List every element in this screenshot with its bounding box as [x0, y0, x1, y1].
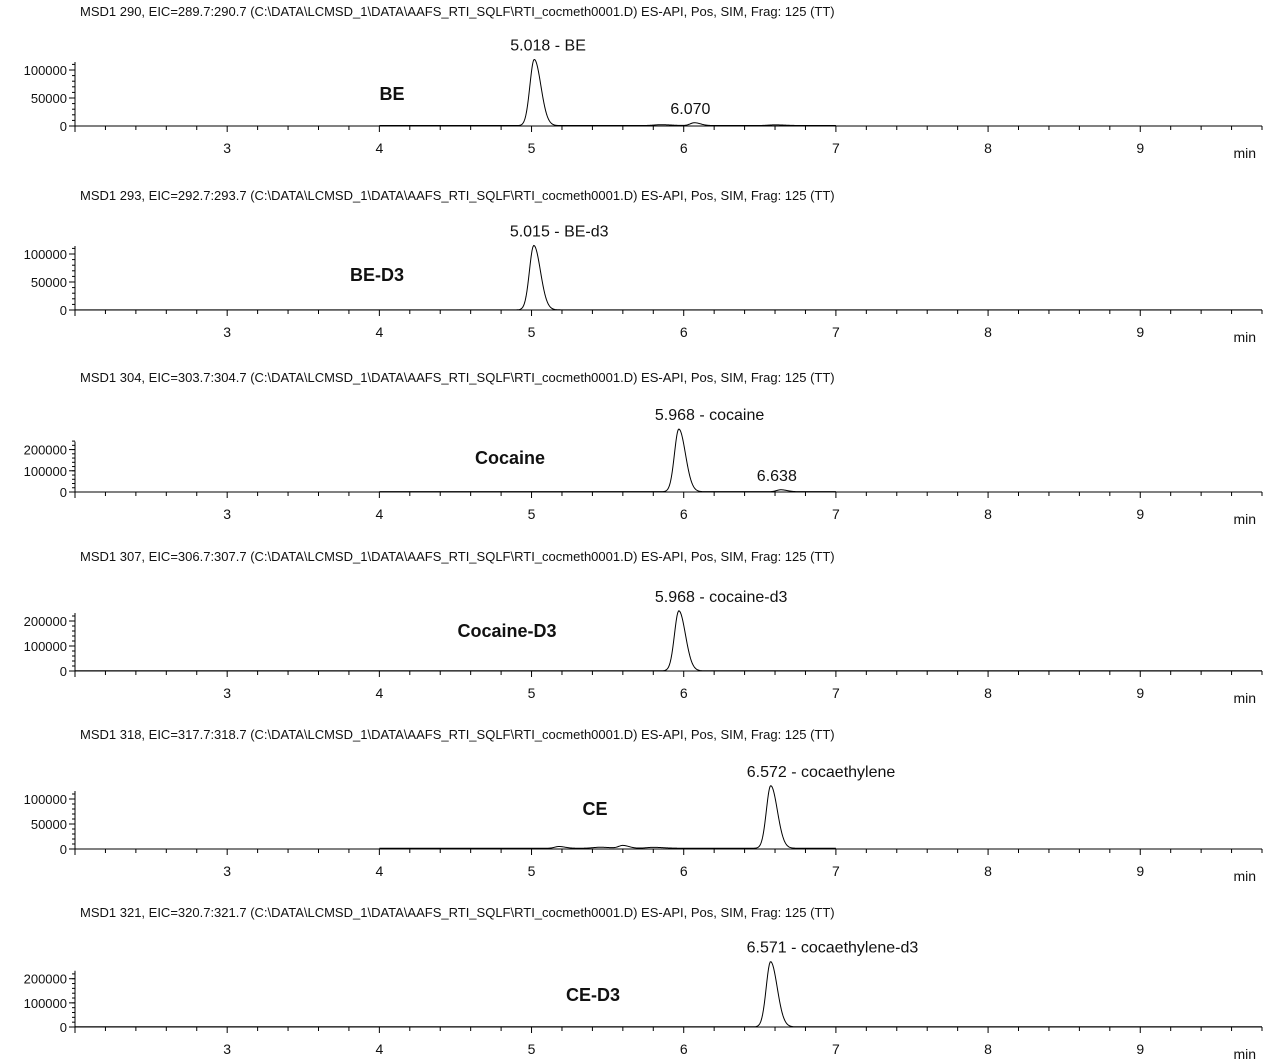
y-tick-label: 50000 — [31, 275, 67, 290]
x-tick-label: 8 — [984, 506, 992, 522]
x-unit-label: min — [1233, 868, 1256, 884]
peak-label: 6.070 — [670, 101, 710, 118]
signal-trace — [75, 961, 1262, 1028]
x-unit-label: min — [1233, 690, 1256, 706]
x-tick-label: 9 — [1136, 140, 1144, 156]
x-tick-label: 6 — [680, 324, 688, 340]
compound-label: BE-D3 — [350, 265, 404, 285]
signal-trace — [75, 244, 1262, 311]
signal-trace — [379, 428, 836, 493]
y-tick-label: 100000 — [24, 464, 67, 479]
x-tick-label: 9 — [1136, 324, 1144, 340]
y-tick-label: 0 — [60, 1020, 67, 1035]
x-tick-label: 6 — [680, 1041, 688, 1057]
compound-label: BE — [379, 84, 404, 104]
y-tick-label: 50000 — [31, 91, 67, 106]
x-tick-label: 4 — [375, 1041, 383, 1057]
peak-label: 5.015 - BE-d3 — [510, 223, 609, 240]
x-tick-label: 6 — [680, 685, 688, 701]
x-tick-label: 5 — [528, 140, 536, 156]
x-tick-label: 7 — [832, 863, 840, 879]
x-tick-label: 4 — [375, 506, 383, 522]
y-tick-label: 0 — [60, 303, 67, 318]
signal-trace — [379, 785, 836, 849]
x-tick-label: 8 — [984, 1041, 992, 1057]
x-unit-label: min — [1233, 1046, 1256, 1062]
x-tick-label: 5 — [528, 1041, 536, 1057]
x-tick-label: 4 — [375, 140, 383, 156]
y-tick-label: 0 — [60, 119, 67, 134]
x-tick-label: 5 — [528, 685, 536, 701]
y-tick-label: 100000 — [24, 247, 67, 262]
peak-label: 6.638 — [757, 468, 797, 485]
signal-trace — [75, 610, 1262, 672]
x-tick-label: 3 — [223, 324, 231, 340]
x-tick-label: 3 — [223, 140, 231, 156]
x-tick-label: 5 — [528, 324, 536, 340]
x-tick-label: 6 — [680, 506, 688, 522]
compound-label: CE — [582, 799, 607, 819]
y-tick-label: 0 — [60, 485, 67, 500]
y-tick-label: 50000 — [31, 817, 67, 832]
x-tick-label: 8 — [984, 140, 992, 156]
x-tick-label: 7 — [832, 1041, 840, 1057]
panel-header: MSD1 293, EIC=292.7:293.7 (C:\DATA\LCMSD… — [80, 188, 835, 203]
x-tick-label: 7 — [832, 140, 840, 156]
y-tick-label: 200000 — [24, 614, 67, 629]
panel-header: MSD1 318, EIC=317.7:318.7 (C:\DATA\LCMSD… — [80, 727, 835, 742]
x-tick-label: 9 — [1136, 863, 1144, 879]
x-tick-label: 6 — [680, 863, 688, 879]
panel-header: MSD1 307, EIC=306.7:307.7 (C:\DATA\LCMSD… — [80, 549, 835, 564]
x-unit-label: min — [1233, 511, 1256, 527]
peak-label: 5.968 - cocaine-d3 — [655, 589, 788, 606]
x-tick-label: 4 — [375, 685, 383, 701]
compound-label: CE-D3 — [566, 985, 620, 1005]
y-tick-label: 200000 — [24, 443, 67, 458]
compound-label: Cocaine — [475, 448, 545, 468]
x-tick-label: 9 — [1136, 506, 1144, 522]
x-tick-label: 7 — [832, 324, 840, 340]
chromatogram-panel: MSD1 290, EIC=289.7:290.7 (C:\DATA\LCMSD… — [24, 4, 1263, 161]
x-tick-label: 7 — [832, 506, 840, 522]
y-tick-label: 0 — [60, 842, 67, 857]
panel-header: MSD1 321, EIC=320.7:321.7 (C:\DATA\LCMSD… — [80, 905, 835, 920]
chromatogram-panel: MSD1 293, EIC=292.7:293.7 (C:\DATA\LCMSD… — [24, 188, 1263, 345]
x-unit-label: min — [1233, 329, 1256, 345]
x-tick-label: 8 — [984, 863, 992, 879]
x-tick-label: 8 — [984, 685, 992, 701]
x-unit-label: min — [1233, 145, 1256, 161]
chromatogram-panel: MSD1 321, EIC=320.7:321.7 (C:\DATA\LCMSD… — [24, 905, 1263, 1062]
signal-trace — [379, 58, 836, 127]
y-tick-label: 200000 — [24, 972, 67, 987]
y-tick-label: 100000 — [24, 996, 67, 1011]
panel-header: MSD1 290, EIC=289.7:290.7 (C:\DATA\LCMSD… — [80, 4, 835, 19]
panel-header: MSD1 304, EIC=303.7:304.7 (C:\DATA\LCMSD… — [80, 370, 835, 385]
peak-label: 6.572 - cocaethylene — [747, 764, 896, 781]
chromatogram-panel: MSD1 318, EIC=317.7:318.7 (C:\DATA\LCMSD… — [24, 727, 1263, 884]
peak-label: 5.968 - cocaine — [655, 407, 765, 424]
y-tick-label: 100000 — [24, 63, 67, 78]
x-tick-label: 3 — [223, 685, 231, 701]
peak-label: 5.018 - BE — [510, 37, 586, 54]
x-tick-label: 8 — [984, 324, 992, 340]
chromatogram-panel: MSD1 304, EIC=303.7:304.7 (C:\DATA\LCMSD… — [24, 370, 1263, 527]
peak-label: 6.571 - cocaethylene-d3 — [747, 940, 919, 957]
x-tick-label: 3 — [223, 863, 231, 879]
x-tick-label: 5 — [528, 863, 536, 879]
x-tick-label: 5 — [528, 506, 536, 522]
x-tick-label: 6 — [680, 140, 688, 156]
x-tick-label: 4 — [375, 863, 383, 879]
x-tick-label: 4 — [375, 324, 383, 340]
y-tick-label: 100000 — [24, 792, 67, 807]
chromatogram-panel: MSD1 307, EIC=306.7:307.7 (C:\DATA\LCMSD… — [24, 549, 1263, 706]
x-tick-label: 9 — [1136, 685, 1144, 701]
x-tick-label: 9 — [1136, 1041, 1144, 1057]
y-tick-label: 0 — [60, 664, 67, 679]
compound-label: Cocaine-D3 — [457, 621, 556, 641]
x-tick-label: 7 — [832, 685, 840, 701]
x-tick-label: 3 — [223, 506, 231, 522]
y-tick-label: 100000 — [24, 639, 67, 654]
x-tick-label: 3 — [223, 1041, 231, 1057]
